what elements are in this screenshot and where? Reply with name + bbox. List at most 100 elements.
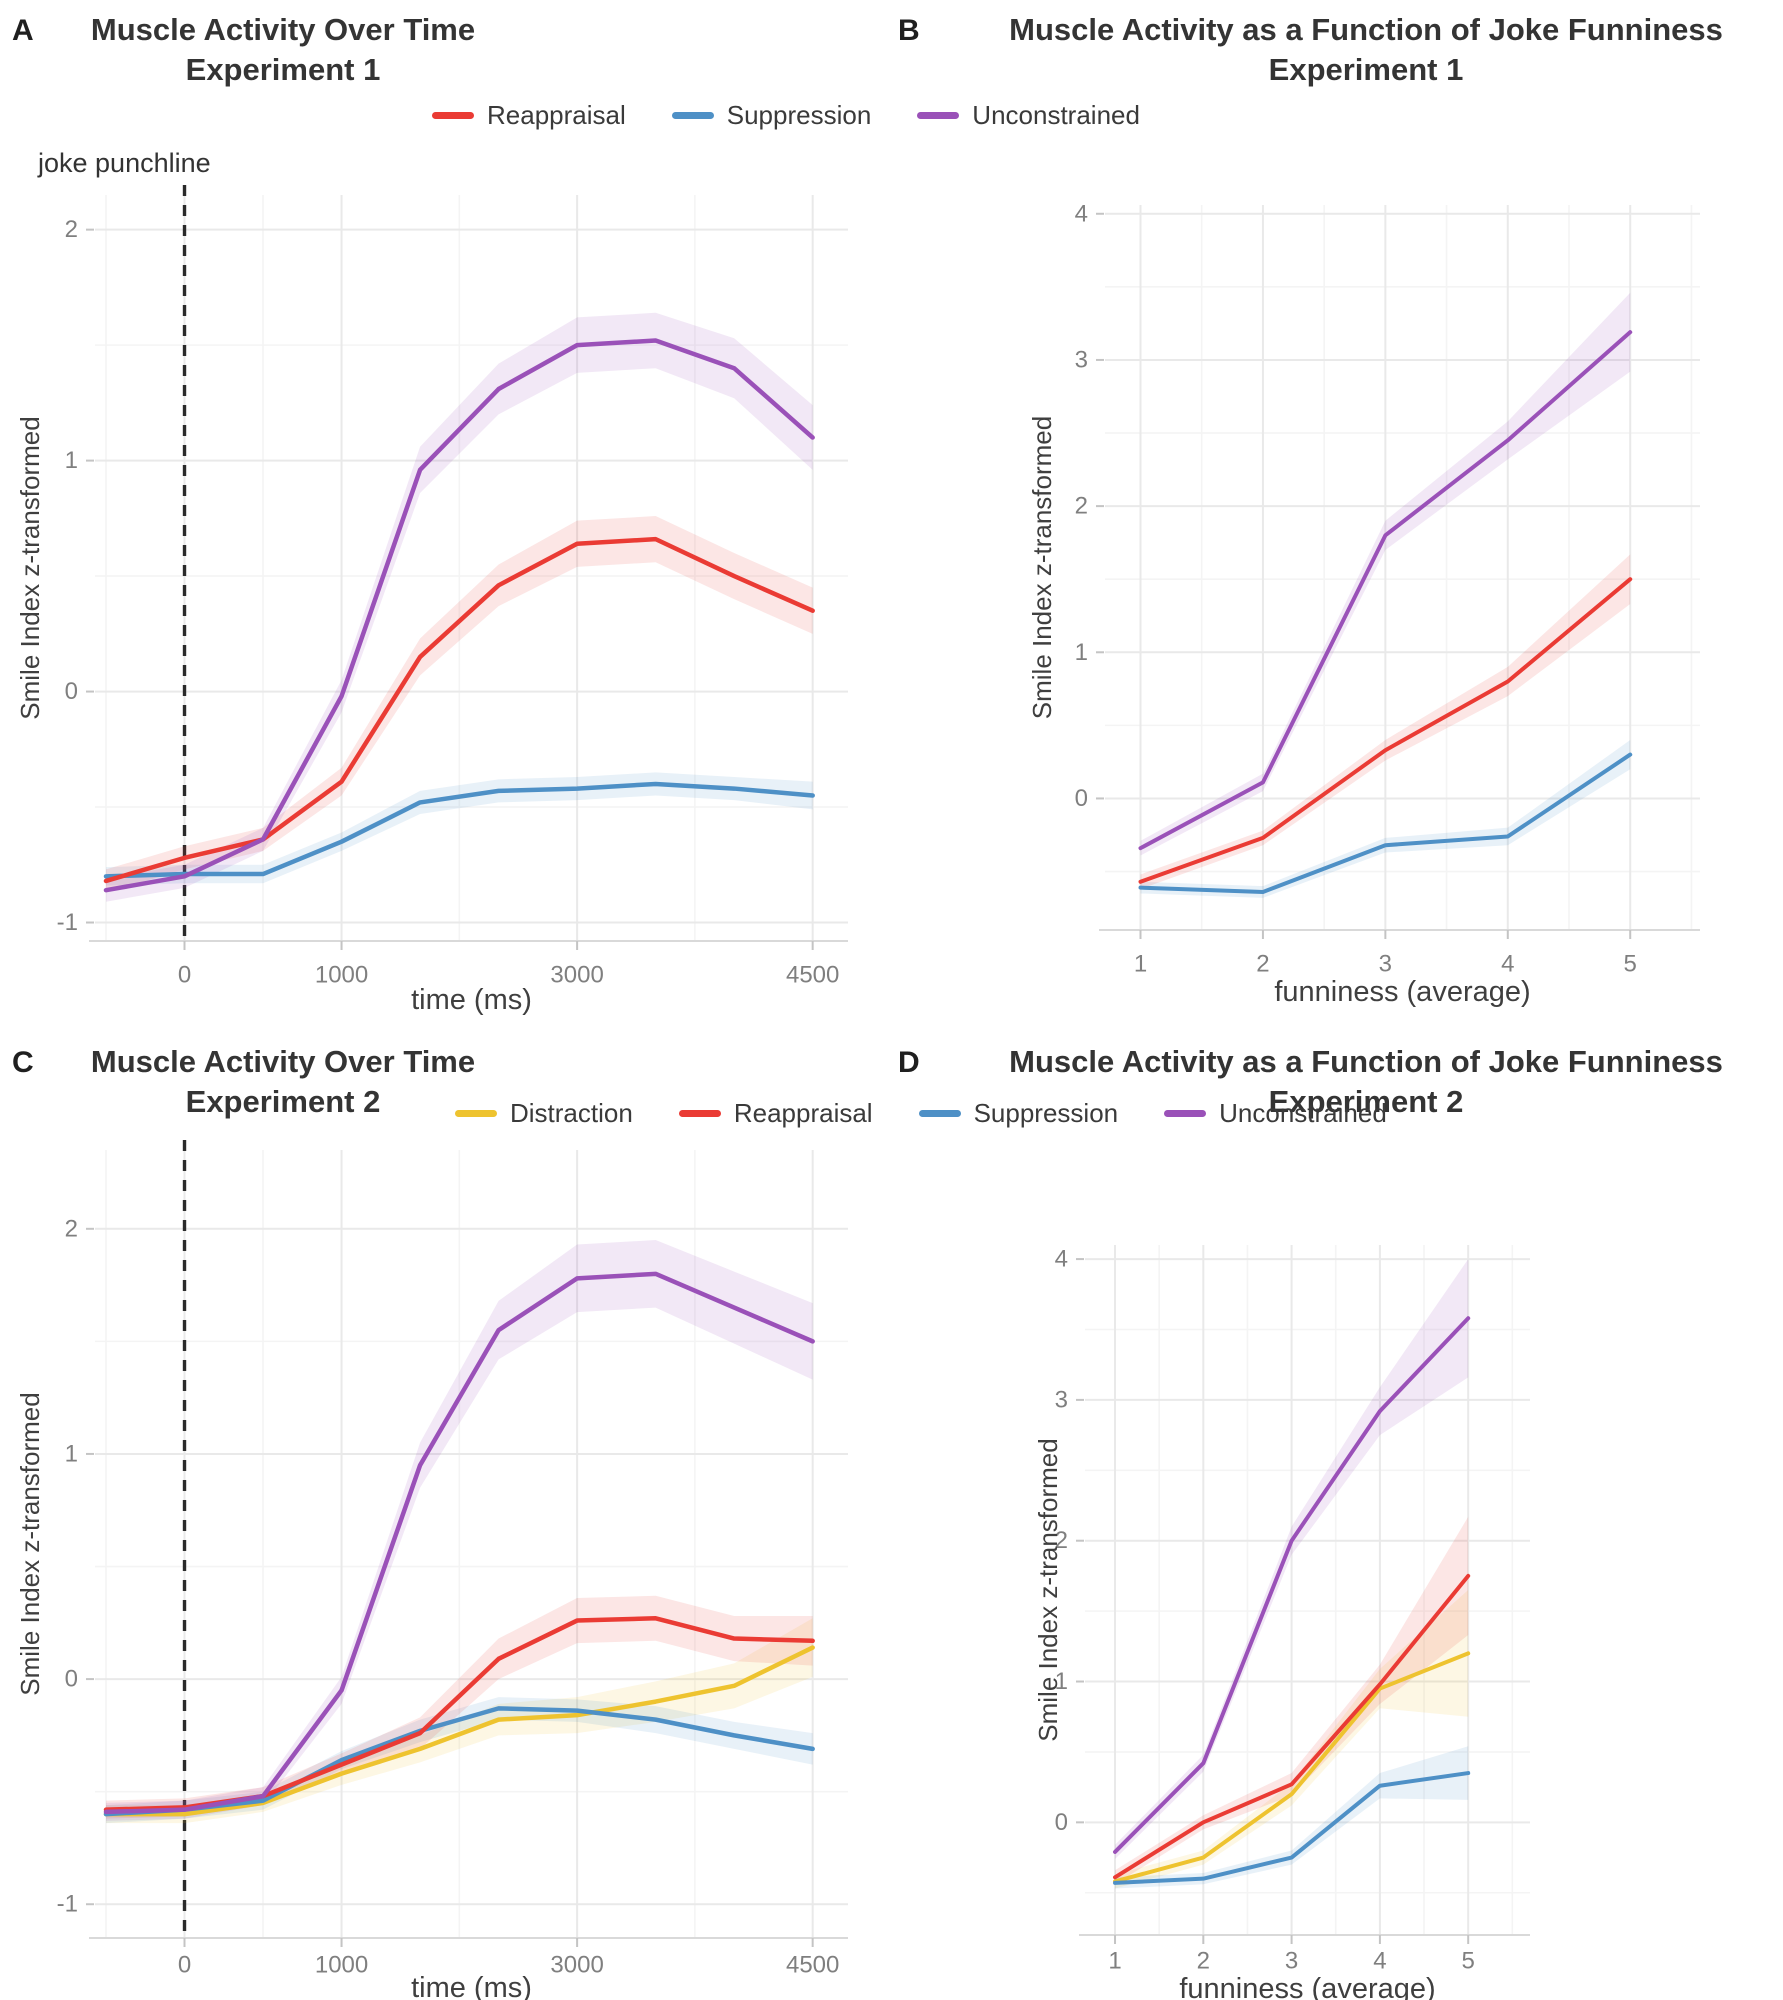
x-tick-label: 5 [1462, 1948, 1475, 1975]
x-axis-title-C: time (ms) [411, 1972, 532, 2000]
line-distraction [1113, 1651, 1471, 1884]
line-reappraisal [1113, 1573, 1471, 1880]
y-tick-label: 0 [65, 1666, 78, 1693]
x-tick-label: 2 [1197, 1948, 1210, 1975]
panel-d-title-line2: Experiment 2 [1268, 1084, 1464, 1119]
y-tick-label: 4 [1075, 200, 1088, 227]
panel-b-title-line2: Experiment 1 [1268, 52, 1464, 87]
panel-d-title: Muscle Activity as a Function of Joke Fu… [1009, 1042, 1723, 1122]
x-tick-label: 1000 [315, 1952, 368, 1979]
x-tick-label: 2 [1256, 951, 1269, 978]
suppression-line-swatch [671, 112, 714, 119]
x-tick-label: 0 [178, 962, 191, 989]
y-tick-label: 2 [65, 216, 78, 243]
x-tick-label: 4 [1373, 1948, 1386, 1975]
panel-b-title-line1: Muscle Activity as a Function of Joke Fu… [1009, 12, 1723, 47]
y-tick-label: 1 [65, 1440, 78, 1467]
reappraisal-line-swatch [678, 1110, 721, 1117]
legend-label: Suppression [726, 100, 872, 130]
y-axis-title-B: Smile Index z-transformed [1027, 416, 1057, 719]
x-tick-label: 3 [1285, 1948, 1298, 1975]
ribbon-unconstrained [1140, 292, 1631, 856]
legend-label: Suppression [973, 1098, 1119, 1128]
suppression-line-swatch [918, 1110, 961, 1117]
y-tick-label: 0 [1055, 1809, 1068, 1836]
line-unconstrained [1113, 1316, 1471, 1854]
x-tick-label: 3 [1379, 951, 1392, 978]
panel-C: 2 1 0 -1 0 1000 3000 4500 time (ms) Smile Index z… [15, 1140, 848, 2000]
line-unconstrained [103, 1271, 815, 1815]
y-axis-title-A: Smile Index z-transformed [15, 416, 45, 719]
legend-item-unconstrained: Unconstrained [1164, 1098, 1387, 1129]
panel-a-title-line1: Muscle Activity Over Time [90, 12, 476, 47]
line-suppression [1138, 752, 1633, 894]
y-tick-label: -1 [57, 909, 78, 936]
legend-label: Reappraisal [733, 1098, 873, 1128]
y-axis-title-C: Smile Index z-transformed [15, 1392, 45, 1695]
ribbon-reappraisal [105, 1595, 813, 1819]
line-reappraisal [103, 536, 815, 884]
panel-b-title: Muscle Activity as a Function of Joke Fu… [1009, 10, 1723, 90]
ribbon-reappraisal [105, 516, 813, 893]
panel-c-title: Muscle Activity Over Time Experiment 2 [91, 1042, 475, 1122]
panel-B: 4 3 2 1 0 1 2 3 4 5 funniness (average) Smile Index… [1027, 200, 1700, 1008]
x-tick-label: 1 [1108, 1948, 1121, 1975]
panel-c-title-line1: Muscle Activity Over Time [90, 1044, 476, 1079]
legend-item-suppression: Suppression [918, 1098, 1119, 1129]
punchline-annotation: joke punchline [38, 148, 211, 178]
y-tick-label: 3 [1055, 1386, 1068, 1413]
panel-a-title-line2: Experiment 1 [185, 52, 381, 87]
panel-c-title-line2: Experiment 2 [185, 1084, 381, 1119]
unconstrained-line-swatch [1164, 1110, 1207, 1117]
legend-label: Unconstrained [1219, 1098, 1387, 1128]
line-distraction [103, 1645, 815, 1817]
x-axis-title-D: funniness (average) [1179, 1973, 1435, 2000]
panel-D: 4 3 2 1 0 1 2 3 4 5 funniness (average) Smile Index… [1033, 1245, 1530, 2000]
x-tick-label: 4 [1501, 951, 1514, 978]
line-suppression [103, 781, 815, 879]
legend-item-unconstrained: Unconstrained [917, 100, 1140, 131]
legend-item-distraction: Distraction [455, 1098, 633, 1129]
x-tick-label: 4500 [786, 962, 839, 989]
ribbon-unconstrained [105, 1240, 813, 1821]
panel-tag-c: C [12, 1046, 34, 1079]
distraction-line-swatch [455, 1110, 497, 1117]
x-tick-label: 1 [1134, 951, 1147, 978]
legend-row-1: Reappraisal Suppression Unconstrained [432, 100, 1140, 131]
panel-A: 2 1 0 -1 0 1000 3000 4500 time (ms) Smile Index z… [15, 185, 848, 1016]
panel-tag-a: A [12, 14, 34, 47]
line-reappraisal [1138, 577, 1633, 884]
x-tick-label: 4500 [786, 1952, 839, 1979]
y-tick-label: 2 [65, 1215, 78, 1242]
y-tick-label: 2 [1075, 493, 1088, 520]
ribbon-suppression [1115, 1746, 1469, 1889]
panel-tag-d: D [898, 1046, 920, 1079]
legend-label: Unconstrained [972, 100, 1140, 130]
y-tick-label: 0 [1075, 785, 1088, 812]
x-axis-title-A: time (ms) [411, 984, 532, 1016]
panel-a-title: Muscle Activity Over Time Experiment 1 [91, 10, 475, 90]
reappraisal-line-swatch [432, 112, 474, 119]
panel-tag-b: B [898, 14, 920, 47]
y-tick-label: 4 [1055, 1246, 1068, 1273]
line-suppression [1113, 1771, 1471, 1885]
legend-label: Reappraisal [487, 100, 626, 130]
x-tick-label: 3000 [550, 1952, 603, 1979]
y-tick-label: 1 [1055, 1668, 1068, 1695]
y-tick-label: 3 [1075, 346, 1088, 373]
x-tick-label: 5 [1624, 951, 1637, 978]
y-tick-label: -1 [57, 1891, 78, 1918]
x-tick-label: 0 [178, 1952, 191, 1979]
unconstrained-line-swatch [917, 112, 960, 119]
legend-label: Distraction [510, 1098, 633, 1128]
line-unconstrained [103, 338, 815, 893]
y-tick-label: 1 [65, 447, 78, 474]
legend-item-suppression: Suppression [671, 100, 872, 131]
legend-item-reappraisal: Reappraisal [678, 1098, 873, 1129]
legend-row-2: Distraction Reappraisal Suppression Unco… [455, 1098, 1387, 1129]
panel-d-title-line1: Muscle Activity as a Function of Joke Fu… [1009, 1044, 1723, 1079]
line-unconstrained [1138, 330, 1633, 851]
x-tick-label: 1000 [315, 962, 368, 989]
y-tick-label: 1 [1075, 639, 1088, 666]
